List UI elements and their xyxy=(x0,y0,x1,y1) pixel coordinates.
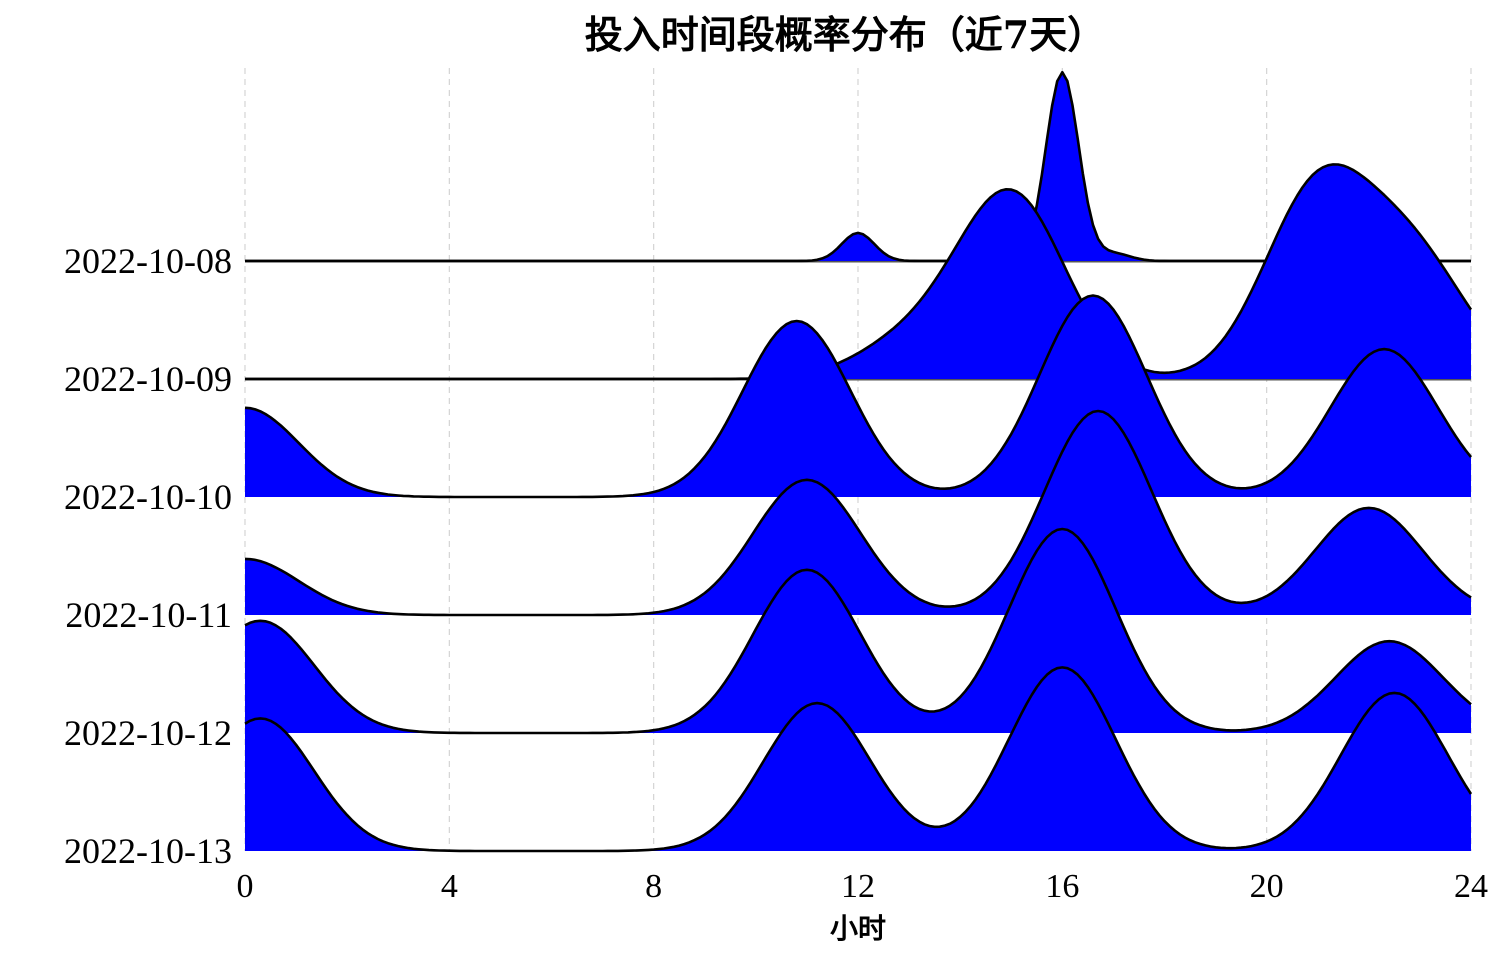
y-tick-label-2022-10-12: 2022-10-12 xyxy=(64,713,232,753)
ridge-fill-2022-10-13 xyxy=(245,667,1471,851)
x-tick-label-8: 8 xyxy=(645,868,662,905)
x-tick-label-4: 4 xyxy=(441,868,458,905)
ridge-outline-2022-10-09 xyxy=(245,163,1473,381)
ridge-outline-2022-10-11 xyxy=(244,409,1472,617)
ridge-fill-2022-10-09 xyxy=(245,164,1471,379)
chart-title: 投入时间段概率分布（近7天） xyxy=(585,12,1105,57)
ridge-2022-10-10 xyxy=(244,294,1473,499)
ridge-outline-2022-10-13 xyxy=(244,666,1473,853)
y-tick-label-2022-10-08: 2022-10-08 xyxy=(64,241,232,281)
y-tick-label-2022-10-10: 2022-10-10 xyxy=(64,477,232,517)
y-tick-labels: 2022-10-08 2022-10-09 2022-10-10 2022-10-11… xyxy=(64,241,232,871)
x-tick-label-24: 24 xyxy=(1454,868,1488,905)
y-tick-label-2022-10-09: 2022-10-09 xyxy=(64,359,232,399)
x-tick-label-20: 20 xyxy=(1250,868,1284,905)
ridge-2022-10-12 xyxy=(244,527,1472,735)
x-tick-label-12: 12 xyxy=(841,868,875,905)
ridge-fill-2022-10-10 xyxy=(245,295,1471,497)
ridge-2022-10-09 xyxy=(245,163,1473,381)
x-tick-labels: 0 4 8 12 16 20 24 xyxy=(237,868,1489,905)
ridge-2022-10-11 xyxy=(244,409,1472,617)
ridge-outline-2022-10-10 xyxy=(244,294,1473,499)
y-tick-label-2022-10-13: 2022-10-13 xyxy=(64,831,232,871)
ridge-fill-2022-10-11 xyxy=(245,411,1471,615)
ridge-2022-10-13 xyxy=(244,666,1473,853)
x-tick-label-16: 16 xyxy=(1045,868,1079,905)
x-axis-label: 小时 xyxy=(830,912,886,945)
ridges xyxy=(244,70,1473,853)
ridge-outline-2022-10-12 xyxy=(244,527,1472,735)
y-tick-label-2022-10-11: 2022-10-11 xyxy=(65,595,232,635)
x-tick-label-0: 0 xyxy=(237,868,254,905)
